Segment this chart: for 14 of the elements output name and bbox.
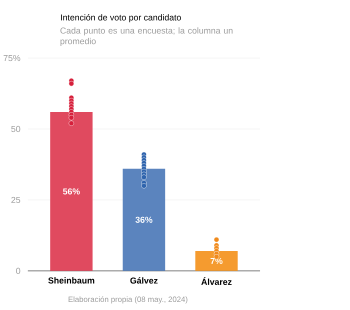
- x-tick-label: Gálvez: [130, 277, 158, 284]
- data-label: 36%: [135, 216, 152, 224]
- chart-subtitle: Cada punto es una encuesta; la columna un promedio: [60, 27, 232, 46]
- bar: [122, 168, 166, 272]
- x-tick-label: Álvarez: [201, 277, 232, 286]
- bar: [195, 251, 238, 272]
- y-tick-label: 25: [11, 197, 20, 204]
- x-tick-label: Sheinbaum: [48, 277, 94, 284]
- y-tick-label: 0: [16, 268, 20, 274]
- y-tick-label: 50: [11, 126, 20, 132]
- chart-title: Intención de voto por candidato: [61, 14, 181, 22]
- bar: [50, 112, 93, 272]
- y-tick-label: 75%: [4, 55, 20, 62]
- data-label: 56%: [62, 188, 80, 195]
